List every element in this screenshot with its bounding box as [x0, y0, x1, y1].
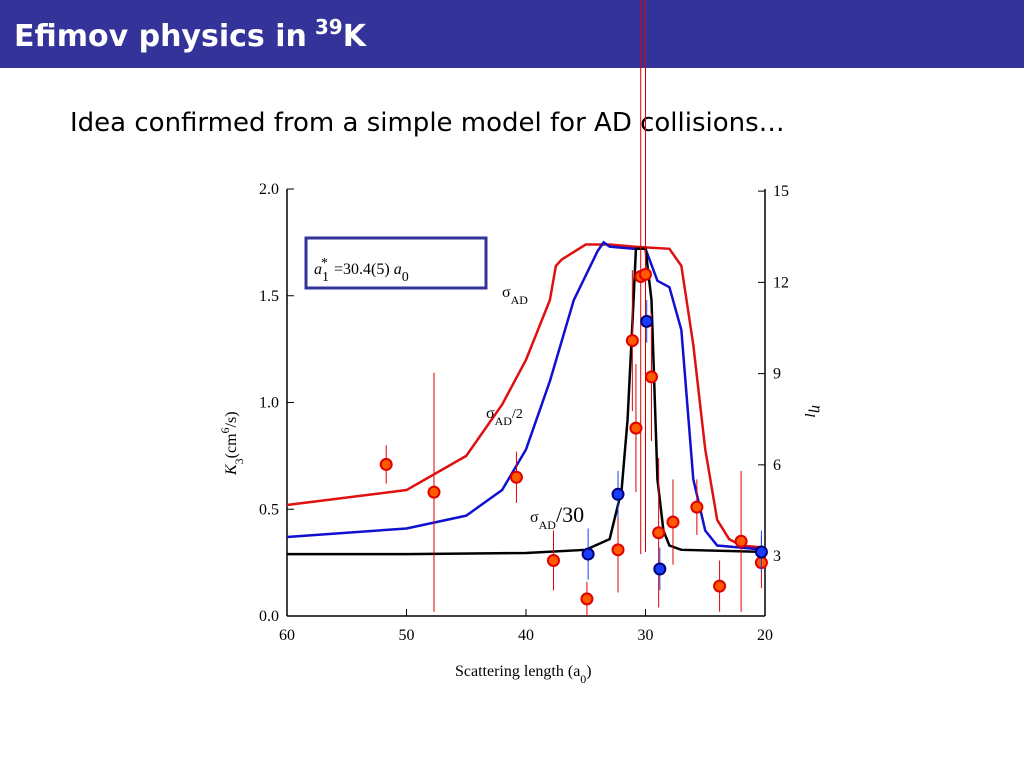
data-point [611, 487, 625, 501]
curve-label: σAD/2 [486, 405, 523, 428]
y-axis-label-part: 3 [232, 458, 246, 464]
y-axis-label-part: (cm [223, 433, 240, 458]
curve-label-part: /30 [556, 502, 584, 527]
y2-axis-label-part: l [801, 413, 817, 417]
x-tick-label: 20 [757, 627, 773, 644]
title-end: K [343, 19, 368, 54]
curve-label-part: /2 [512, 407, 523, 422]
y-axis-label-part: 6 [218, 427, 232, 433]
x-axis-label-part: ) [586, 663, 591, 680]
data-point [644, 370, 658, 384]
x-axis-label-part: 0 [580, 672, 586, 686]
y-tick-label: 0.0 [259, 608, 279, 625]
data-point [754, 545, 768, 559]
x-tick-label: 30 [638, 627, 654, 644]
curve-label: σAD/30 [530, 502, 584, 532]
curve-label: σAD [502, 284, 528, 307]
x-axis-label-part: Scattering length ( [455, 663, 573, 680]
annotation-part: 1 [322, 270, 329, 285]
y2-axis-label-part: η [808, 405, 825, 413]
data-point [639, 267, 652, 281]
curve-label-part: AD [511, 293, 529, 307]
y-tick-label: 1.0 [259, 395, 279, 412]
annotation: a1* =30.4(5) a0 [314, 256, 409, 285]
curve-label-part: σ [530, 509, 539, 526]
data-point [580, 592, 594, 606]
x-axis-label-part: a [573, 663, 580, 680]
y-axis-label: K3(cm6/s) [218, 411, 246, 476]
annotation-part: =30.4(5) [334, 261, 390, 278]
data-point [427, 485, 441, 499]
y-tick-label: 1.5 [259, 288, 279, 305]
data-point [379, 457, 393, 471]
data-point [629, 421, 643, 435]
subtitle: Idea confirmed from a simple model for A… [70, 108, 785, 138]
curve-label-part: σ [502, 284, 511, 301]
y-tick-label: 0.5 [259, 501, 279, 518]
curve-label-part: AD [539, 518, 557, 532]
x-tick-label: 40 [518, 627, 534, 644]
y2-tick-label: 15 [773, 183, 789, 200]
title-superscript: 39 [315, 15, 343, 39]
data-point [581, 547, 595, 561]
data-point [666, 515, 680, 529]
x-axis-label: Scattering length (a0) [455, 663, 592, 686]
data-point [625, 334, 639, 348]
curve-label-part: AD [495, 414, 513, 428]
data-point [640, 314, 654, 328]
data-point [734, 534, 748, 548]
title-bar [0, 0, 1024, 68]
slide-title: Efimov physics in 39K [14, 15, 368, 54]
data-point [713, 579, 727, 593]
y2-tick-label: 9 [773, 366, 781, 383]
data-point [611, 543, 625, 557]
title-text: Efimov physics in [14, 19, 307, 54]
data-point [653, 562, 667, 576]
data-point [690, 500, 704, 514]
curve [286, 240, 766, 552]
curve [286, 243, 766, 549]
y2-axis-label: ηl [801, 405, 825, 417]
annotation-part: 0 [402, 270, 409, 285]
curve-label-part: σ [486, 405, 495, 422]
y-axis-label-part: K [223, 463, 240, 476]
data-point [509, 470, 523, 484]
y2-tick-label: 3 [773, 548, 781, 565]
y2-tick-label: 6 [773, 457, 781, 474]
y-axis-label-part: /s) [223, 411, 240, 427]
data-point [652, 526, 666, 540]
x-tick-label: 50 [399, 627, 415, 644]
annotation-part: a [314, 261, 322, 278]
y-tick-label: 2.0 [259, 181, 279, 198]
annotation-part: * [321, 256, 328, 271]
y2-tick-label: 12 [773, 274, 789, 291]
annotation-box [304, 236, 488, 290]
data-point [546, 553, 560, 567]
annotation-part: a [394, 261, 402, 278]
x-tick-label: 60 [279, 627, 295, 644]
